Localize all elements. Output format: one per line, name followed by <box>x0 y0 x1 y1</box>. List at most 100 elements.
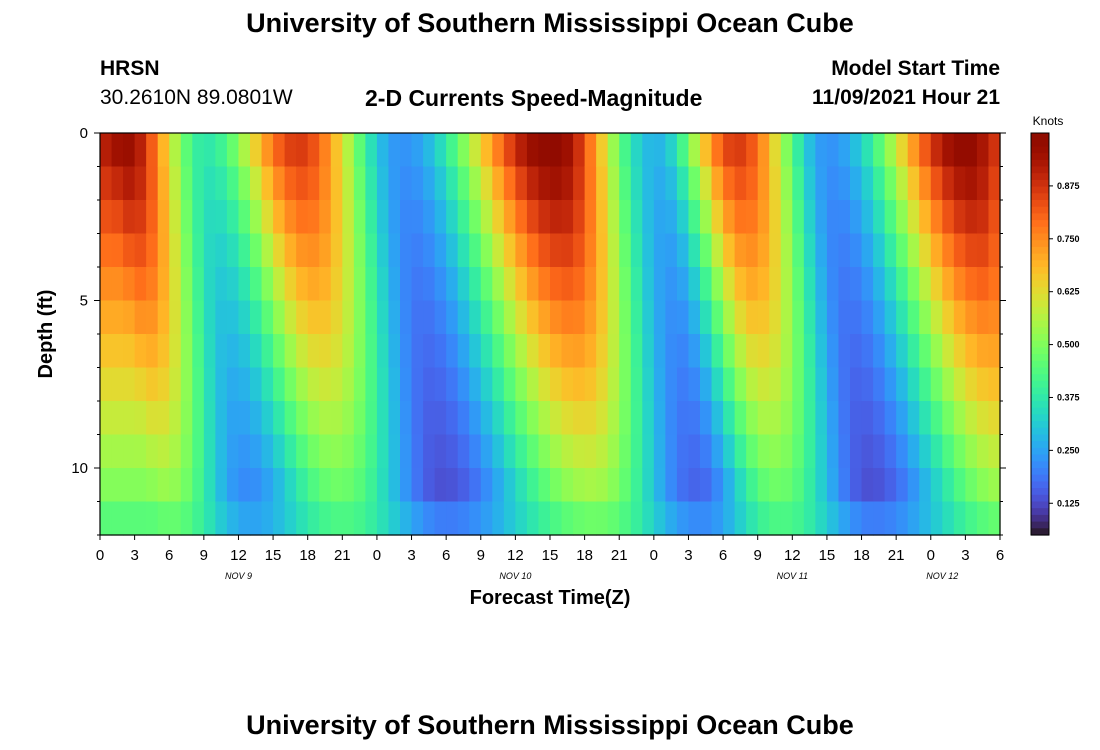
heatmap-cell <box>238 233 251 268</box>
heatmap-cell <box>884 267 897 302</box>
heatmap-cell <box>930 434 943 469</box>
heatmap-cell <box>757 267 770 302</box>
heatmap-cell <box>642 334 655 369</box>
heatmap-cell <box>250 367 263 402</box>
heatmap-cell <box>503 501 516 536</box>
heatmap-cell <box>111 267 124 302</box>
heatmap-cell <box>792 133 805 168</box>
heatmap-cell <box>538 267 551 302</box>
heatmap-cell <box>653 334 666 369</box>
heatmap-cell <box>700 267 713 302</box>
heatmap-cell <box>215 468 228 503</box>
heatmap-cell <box>273 468 286 503</box>
heatmap-cell <box>261 334 274 369</box>
heatmap-cell <box>342 300 355 335</box>
heatmap-cell <box>526 501 540 536</box>
heatmap-cell <box>400 367 413 402</box>
heatmap-cell <box>619 468 632 503</box>
heatmap-cell <box>665 300 678 335</box>
x-tick-label: 3 <box>684 547 692 564</box>
heatmap-cell <box>988 401 1001 436</box>
colorbar-swatch <box>1031 367 1049 375</box>
heatmap-cell <box>319 200 332 235</box>
heatmap-cell <box>619 233 632 268</box>
heatmap-cell <box>607 300 620 335</box>
heatmap-cells <box>100 133 1001 536</box>
heatmap-cell <box>653 267 666 302</box>
day-label: NOV 11 <box>777 571 808 581</box>
heatmap-cell <box>307 200 320 235</box>
heatmap-cell <box>700 200 713 235</box>
colorbar-swatch <box>1031 280 1049 288</box>
heatmap-cell <box>423 166 436 201</box>
heatmap-cell <box>469 501 482 536</box>
heatmap-cell <box>492 200 505 235</box>
heatmap-cell <box>584 166 597 201</box>
heatmap-cell <box>896 334 909 369</box>
heatmap-cell <box>469 367 482 402</box>
heatmap-cell <box>734 166 747 201</box>
heatmap-cell <box>688 300 701 335</box>
heatmap-cell <box>100 401 113 436</box>
heatmap-cell <box>111 468 124 503</box>
heatmap-cell <box>942 133 955 168</box>
heatmap-cell <box>676 401 690 436</box>
heatmap-cell <box>261 434 274 469</box>
heatmap-cell <box>146 367 159 402</box>
heatmap-cell <box>676 133 690 168</box>
x-tick-label: 0 <box>373 547 381 564</box>
heatmap-cell <box>146 233 159 268</box>
heatmap-cell <box>146 501 159 536</box>
colorbar-swatch <box>1031 401 1049 409</box>
heatmap-cell <box>919 233 932 268</box>
heatmap-cell <box>238 367 251 402</box>
heatmap-cell <box>411 133 424 168</box>
heatmap-cell <box>850 200 863 235</box>
heatmap-cell <box>676 166 690 201</box>
heatmap-cell <box>676 468 690 503</box>
colorbar: 0.875 0.750 0.625 0.500 0.375 0.250 0.125 <box>1030 132 1080 536</box>
heatmap-cell <box>746 367 759 402</box>
heatmap-cell <box>319 166 332 201</box>
heatmap-cell <box>203 200 216 235</box>
heatmap-cell <box>146 133 159 168</box>
heatmap-cell <box>146 166 159 201</box>
heatmap-cell <box>907 468 920 503</box>
heatmap-cell <box>250 267 263 302</box>
colorbar-swatch <box>1031 347 1049 355</box>
heatmap-cell <box>838 401 851 436</box>
heatmap-cell <box>353 300 366 335</box>
heatmap-cell <box>896 300 909 335</box>
x-axis-label: Forecast Time(Z) <box>470 587 631 609</box>
heatmap-cell <box>976 434 990 469</box>
heatmap-cell <box>123 133 136 168</box>
heatmap-cell <box>457 166 470 201</box>
heatmap-cell <box>988 468 1001 503</box>
heatmap-cell <box>919 468 932 503</box>
y-tick-label: 5 <box>80 293 88 310</box>
heatmap-cell <box>907 367 920 402</box>
heatmap-cell <box>411 233 424 268</box>
heatmap-cell <box>157 133 170 168</box>
heatmap-cell <box>273 501 286 536</box>
heatmap-cell <box>307 401 320 436</box>
heatmap-cell <box>884 166 897 201</box>
heatmap-cell <box>400 401 413 436</box>
heatmap-cell <box>261 133 274 168</box>
plot-title: 2-D Currents Speed-Magnitude <box>365 85 703 111</box>
colorbar-unit: Knots <box>1033 114 1064 128</box>
heatmap-cell <box>111 233 124 268</box>
heatmap-cell <box>446 501 459 536</box>
heatmap-cell <box>769 367 782 402</box>
heatmap-cell <box>723 300 736 335</box>
x-tick-label: 6 <box>442 547 450 564</box>
heatmap-cell <box>353 334 366 369</box>
heatmap-cell <box>688 200 701 235</box>
heatmap-cell <box>353 367 366 402</box>
heatmap-cell <box>365 334 378 369</box>
heatmap-cell <box>630 200 643 235</box>
heatmap-cell <box>400 233 413 268</box>
heatmap-cell <box>446 367 459 402</box>
heatmap-cell <box>446 166 459 201</box>
heatmap-cell <box>780 267 793 302</box>
